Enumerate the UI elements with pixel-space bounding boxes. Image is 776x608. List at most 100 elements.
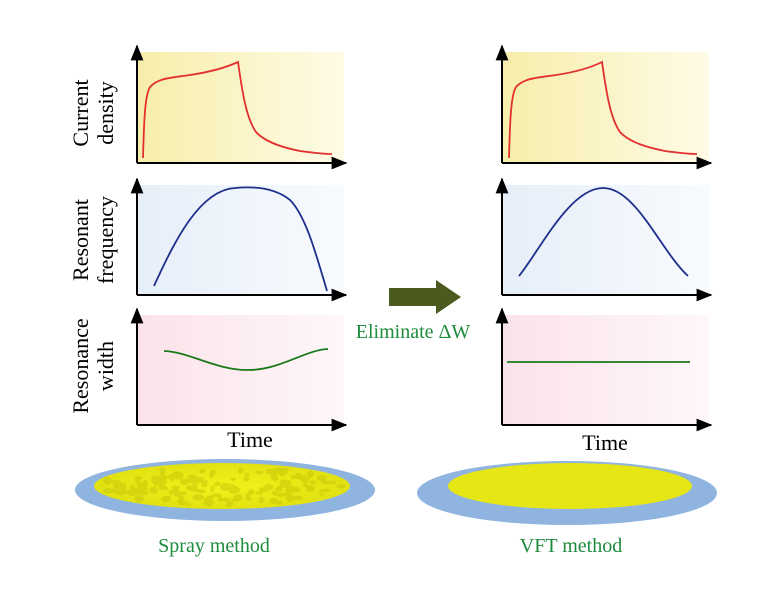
spray-texture-spot [192,494,204,501]
spray-texture-spot [238,467,244,474]
spray-texture-spot [243,476,250,482]
svg-text:Current: Current [68,79,93,146]
spray-texture-spot [166,475,177,479]
spray-texture-spot [316,475,327,482]
spray-texture-spot [201,482,208,488]
resonant-frequency-curve [518,187,689,277]
spray-texture-spot [336,484,346,489]
spray-texture-spot [255,491,264,495]
spray-texture-spot [104,480,110,486]
spray-texture-spot [134,476,143,480]
spray-texture-spot [173,488,180,496]
y-label-resonant-frequency: Resonant frequency [68,196,118,284]
spray-texture-spot [290,475,296,480]
spray-texture-spot [139,490,149,495]
spray-texture-spot [258,496,265,504]
spray-texture-spot [244,472,250,477]
right-frequency-panel [495,177,713,302]
spray-texture-spot [102,488,114,494]
spray-texture-spot [112,489,120,494]
spray-texture-spot [199,468,206,474]
spray-texture-spot [263,486,268,493]
spray-texture-spot [179,495,184,501]
svg-text:Resonant: Resonant [68,199,93,281]
panel-background [137,185,344,295]
spray-texture-spot [173,472,184,480]
spray-texture-spot [113,482,122,489]
spray-texture-spot [134,478,140,484]
spray-texture-spot [318,488,331,493]
spray-texture-spot [281,467,289,474]
left-width-panel [130,307,348,432]
svg-text:Resonance: Resonance [68,318,93,413]
current-density-curve [142,60,333,159]
spray-texture-spot [309,480,317,485]
spray-texture-spot [158,486,169,491]
right-width-panel [495,307,713,432]
spray-film-icon [75,459,375,521]
current-density-curve [508,60,698,159]
spray-texture-spot [217,496,223,502]
svg-text:density: density [93,81,118,145]
vft-film-icon [417,461,717,525]
spray-texture-spot [245,497,253,501]
spray-texture-spot [299,475,310,483]
spray-texture-spot [140,486,148,491]
spray-texture-spot [223,483,231,489]
spray-texture-spot [196,489,206,494]
spray-texture-spot [294,472,302,480]
panel-background [502,185,709,295]
svg-text:frequency: frequency [93,196,118,284]
spray-texture-spot [269,497,278,504]
spray-texture-spot [161,495,170,503]
spray-texture-spot [230,477,236,481]
spray-texture-spot [168,489,173,495]
spray-texture-spot [151,475,157,484]
left-current-panel [130,44,348,170]
spray-texture-spot [270,468,280,475]
spray-texture-spot [305,485,316,492]
spray-texture-spot [204,497,210,504]
y-label-resonance-width: Resonance width [68,318,118,413]
spray-texture-spot [248,489,255,495]
spray-texture-spot [319,492,325,496]
spray-texture-spot [134,494,145,503]
resonant-frequency-curve [153,186,328,292]
spray-texture-spot [283,485,293,489]
spray-texture-spot [281,492,292,496]
spray-texture-spot [254,470,264,474]
eliminate-arrow-icon [389,280,461,314]
spray-texture-spot [279,479,291,486]
spray-texture-spot [136,487,141,495]
time-label-left: Time [227,427,273,452]
spray-texture-spot [259,487,265,492]
spray-texture-spot [330,480,337,485]
panel-background [502,315,709,425]
spray-texture-spot [156,478,167,486]
spray-texture-spot [209,472,214,479]
spray-texture-spot [186,502,191,506]
spray-texture-spot [159,467,166,475]
spray-texture-spot [275,486,283,493]
panel-background [502,52,709,163]
right-current-panel [495,44,713,170]
vft-method-label: VFT method [520,535,622,557]
panel-background [137,52,344,163]
time-label-right: Time [582,430,628,455]
spray-method-label: Spray method [158,535,270,557]
eliminate-label: Eliminate ΔW [356,321,471,343]
spray-texture-spot [129,484,135,489]
spray-texture-spot [149,486,158,495]
spray-texture-spot [126,491,137,495]
spray-texture-spot [215,481,221,487]
spray-texture-spot [271,490,277,496]
y-label-current-density: Current density [68,79,118,146]
spray-texture-spot [230,498,240,502]
svg-text:width: width [93,341,118,391]
spray-texture-spot [207,502,212,507]
spray-texture-spot [226,501,232,508]
spray-texture-spot [321,480,333,485]
spray-texture-spot [207,495,214,499]
spray-texture-spot [180,491,187,496]
